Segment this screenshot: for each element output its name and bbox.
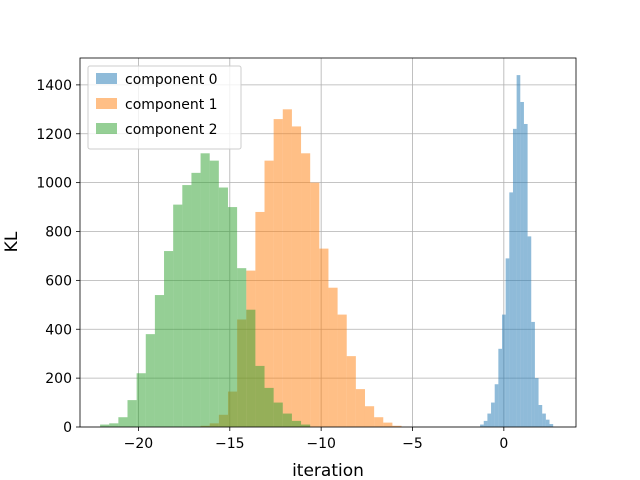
histogram-bar — [534, 378, 539, 427]
histogram-bar — [301, 424, 311, 427]
histogram-bar — [480, 424, 484, 427]
y-tick-label: 1400 — [36, 78, 72, 94]
histogram-bar — [502, 314, 506, 427]
histogram-bar — [237, 268, 247, 427]
histogram-bar — [310, 182, 320, 427]
histogram-bar — [319, 248, 329, 427]
legend-swatch — [96, 73, 117, 84]
histogram-bar — [494, 384, 499, 427]
histogram-bar — [291, 420, 302, 427]
y-axis-title: KL — [2, 231, 22, 252]
histogram-bar — [227, 207, 238, 427]
histogram-bar — [374, 417, 384, 427]
legend-swatch — [96, 98, 117, 109]
histogram-bar — [520, 101, 524, 427]
axes-frame — [79, 57, 577, 428]
series-0-bars — [480, 75, 554, 427]
histogram-bar — [392, 425, 402, 427]
y-tick-label: 1200 — [36, 127, 72, 143]
histogram-bar — [301, 153, 311, 428]
x-tick-label: −15 — [215, 436, 245, 452]
histogram-bar — [136, 373, 146, 427]
histogram-bar — [337, 314, 347, 427]
histogram-bar — [264, 387, 274, 427]
legend-label: component 1 — [125, 97, 218, 113]
histogram-bar — [109, 423, 119, 427]
y-tick-label: 600 — [45, 273, 72, 289]
histogram-bar — [483, 420, 488, 427]
histogram-bar — [505, 258, 510, 427]
histogram-bar — [164, 251, 174, 427]
histogram-bar — [509, 192, 513, 427]
histogram-bar — [516, 75, 521, 427]
histogram-bar — [282, 109, 292, 428]
histogram-bar — [209, 160, 219, 428]
histogram-bar — [264, 160, 274, 428]
histogram-bar — [118, 417, 128, 427]
x-axis-title: iteration — [292, 461, 364, 480]
histogram-bar — [538, 405, 543, 427]
series-2-bars — [100, 153, 311, 428]
histogram-bar — [255, 365, 265, 427]
histogram-bar — [100, 424, 110, 427]
histogram-bar — [182, 185, 192, 427]
y-tick-label: 0 — [63, 420, 72, 436]
legend: component 0 component 1 component 2 — [87, 65, 242, 150]
histogram-bar — [328, 287, 338, 427]
histogram-bar — [542, 413, 546, 427]
histogram-bar — [173, 204, 183, 427]
legend-box — [87, 65, 242, 150]
histogram-bar — [383, 422, 393, 427]
histogram-bar — [255, 211, 265, 427]
histogram-bar — [273, 402, 283, 427]
histogram-bar — [145, 334, 155, 427]
y-tick-label: 1000 — [36, 176, 72, 192]
histogram-bar — [523, 123, 528, 427]
x-tick-label: 0 — [499, 436, 508, 452]
histogram-bar — [200, 153, 210, 428]
histogram-bar — [512, 128, 517, 427]
x-tick-label: −20 — [124, 436, 154, 452]
histogram-bar — [273, 119, 283, 427]
legend-label: component 2 — [125, 122, 218, 138]
histogram-bar — [487, 413, 492, 427]
y-tick-label: 400 — [45, 322, 72, 338]
histogram-bar — [491, 402, 495, 427]
histogram-bar — [154, 295, 165, 427]
histogram-bar — [291, 126, 302, 428]
histogram-bar — [218, 187, 228, 427]
histogram-bar — [355, 389, 365, 427]
x-tick-label: −10 — [306, 436, 336, 452]
histogram-bar — [346, 356, 356, 427]
histogram-bar — [545, 419, 550, 427]
legend-swatch — [96, 123, 117, 134]
histogram-bar — [246, 309, 256, 427]
histogram-bar — [498, 348, 503, 427]
y-tick-label: 200 — [45, 371, 72, 387]
histogram-bar — [549, 424, 554, 427]
y-tick-label: 800 — [45, 225, 72, 241]
histogram-bars — [100, 75, 554, 428]
histogram-bar — [531, 321, 535, 427]
histogram-bar — [282, 413, 292, 427]
histogram-bar — [364, 406, 375, 427]
axis-ticks: −20 −15 −10 −5 0 0 200 400 600 800 1000 1200 1400 — [36, 78, 508, 452]
histogram-bar — [527, 236, 532, 427]
x-tick-label: −5 — [402, 436, 423, 452]
histogram-bar — [127, 400, 137, 427]
histogram-bar — [191, 172, 201, 427]
legend-label: component 0 — [125, 72, 218, 88]
